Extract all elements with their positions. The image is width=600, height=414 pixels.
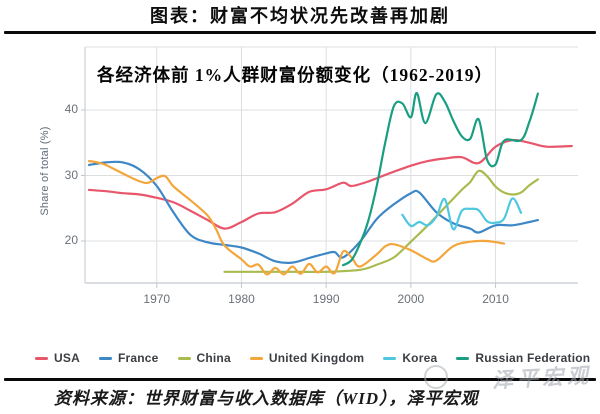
legend-label: France <box>117 351 159 365</box>
source-note: 资料来源：世界财富与收入数据库（WID），泽平宏观 <box>54 389 479 408</box>
x-tick-label: 2010 <box>482 292 509 306</box>
legend-swatch <box>177 356 191 360</box>
x-tick-label: 1990 <box>312 292 340 306</box>
x-tick-label: 1980 <box>228 292 255 306</box>
legend-item-france: France <box>98 351 159 365</box>
page-title: 图表：财富不均状况先改善再加剧 <box>150 6 450 26</box>
legend-label: China <box>196 351 231 365</box>
series-line-russian-federation <box>342 91 539 267</box>
y-tick-label: 20 <box>64 233 78 247</box>
legend-item-china: China <box>177 351 231 365</box>
legend-swatch <box>98 356 112 360</box>
legend-swatch <box>35 356 48 360</box>
legend-swatch <box>383 356 397 360</box>
series-line-usa <box>87 138 573 230</box>
y-tick-label: 30 <box>64 167 78 182</box>
y-axis-label: Share of total (%) <box>39 126 51 216</box>
legend-item-usa: USA <box>35 351 80 365</box>
legend-swatch <box>456 356 470 360</box>
series-line-united-kingdom <box>87 160 506 276</box>
bottom-divider <box>4 378 596 381</box>
legend-item-united-kingdom: United Kingdom <box>249 351 365 365</box>
legend-label: USA <box>54 351 80 365</box>
legend-item-korea: Korea <box>383 351 437 365</box>
legend-label: United Kingdom <box>268 351 365 365</box>
legend-label: Russian Federation <box>475 351 591 365</box>
x-tick-label: 1970 <box>143 292 171 306</box>
y-tick-label: 40 <box>64 102 78 116</box>
series-line-china <box>223 169 539 274</box>
series-line-france <box>87 160 539 264</box>
chart-title: 各经济体前 1%人群财富份额变化（1962-2019） <box>97 65 493 85</box>
series-line-korea <box>401 197 523 231</box>
legend-label: Korea <box>402 351 438 365</box>
top-divider <box>4 31 596 34</box>
legend-swatch <box>249 356 263 360</box>
x-tick-label: 2000 <box>397 292 425 306</box>
chart-legend: USA France China United Kingdom Korea Russian… <box>35 351 600 365</box>
legend-item-russian-federation: Russian Federation <box>456 351 590 365</box>
